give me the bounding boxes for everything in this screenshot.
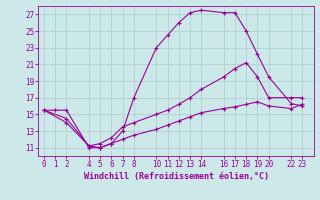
X-axis label: Windchill (Refroidissement éolien,°C): Windchill (Refroidissement éolien,°C) xyxy=(84,172,268,181)
